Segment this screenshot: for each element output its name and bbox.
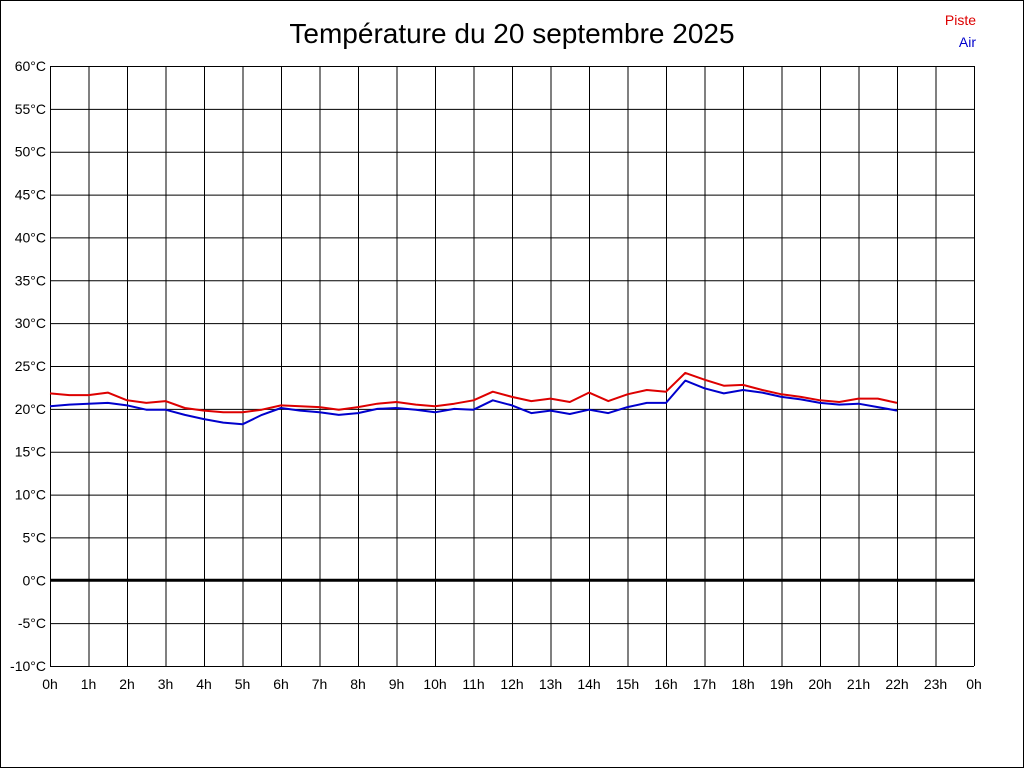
x-tick-label: 9h <box>389 676 405 692</box>
x-tick-label: 16h <box>654 676 677 692</box>
series-line-air <box>49 379 898 426</box>
y-tick-label: 15°C <box>15 444 46 460</box>
x-tick-label: 21h <box>847 676 870 692</box>
x-tick-label: 6h <box>273 676 289 692</box>
x-tick-label: 23h <box>924 676 947 692</box>
y-tick-label: 45°C <box>15 187 46 203</box>
x-tick-label: 15h <box>616 676 639 692</box>
x-tick-label: 5h <box>235 676 251 692</box>
series-line-piste <box>49 371 898 414</box>
x-tick-label: 11h <box>462 676 484 692</box>
y-tick-label: -10°C <box>10 658 46 674</box>
x-tick-label: 18h <box>731 676 754 692</box>
y-tick-label: 5°C <box>23 529 47 545</box>
x-tick-label: 17h <box>693 676 716 692</box>
x-tick-label: 7h <box>312 676 328 692</box>
x-tick-label: 4h <box>196 676 212 692</box>
y-tick-label: 55°C <box>15 101 46 117</box>
x-tick-label: 1h <box>81 676 97 692</box>
y-tick-label: 40°C <box>15 229 46 245</box>
y-tick-label: 30°C <box>15 315 46 331</box>
x-tick-label: 10h <box>423 676 446 692</box>
x-tick-label: 0h <box>966 676 982 692</box>
series-layer <box>49 371 898 426</box>
legend-piste: Piste <box>944 12 976 28</box>
x-tick-label: 13h <box>539 676 562 692</box>
y-tick-label: 60°C <box>15 58 46 74</box>
grid-layer <box>50 66 975 667</box>
y-tick-label: 25°C <box>15 358 46 374</box>
y-tick-label: 0°C <box>23 572 47 588</box>
x-tick-label: 12h <box>500 676 523 692</box>
x-tick-label: 0h <box>42 676 58 692</box>
x-tick-label: 22h <box>885 676 908 692</box>
x-tick-label: 20h <box>808 676 831 692</box>
y-tick-label: 50°C <box>15 144 46 160</box>
x-tick-label: 8h <box>350 676 366 692</box>
y-tick-label: 20°C <box>15 401 46 417</box>
chart-title: Température du 20 septembre 2025 <box>289 18 735 49</box>
x-tick-label: 2h <box>119 676 135 692</box>
x-tick-label: 19h <box>770 676 793 692</box>
legend-air: Air <box>958 34 976 50</box>
axis-labels: 0h 1h 2h 3h 4h 5h 6h 7h 8h 9h 10h 11h 12h 13h 14h 15h 16… <box>10 58 982 692</box>
y-tick-label: 10°C <box>15 487 46 503</box>
y-tick-label: 35°C <box>15 272 46 288</box>
x-tick-label: 3h <box>158 676 174 692</box>
x-tick-label: 14h <box>577 676 600 692</box>
y-tick-label: -5°C <box>18 615 46 631</box>
